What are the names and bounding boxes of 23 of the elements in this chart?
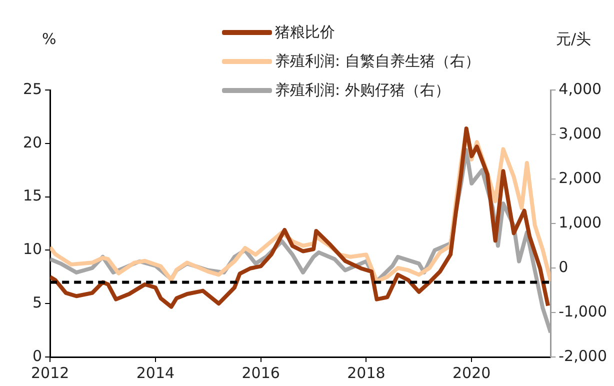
legend-label: 养殖利润: 外购仔猪（右） xyxy=(275,81,450,100)
legend-label: 猪粮比价 xyxy=(275,23,335,42)
x-tick-label: 2018 xyxy=(347,364,386,382)
y-tick-label: 10 xyxy=(22,240,42,258)
y2-tick-label: 4,000 xyxy=(558,80,602,98)
y2-tick-label: -1,000 xyxy=(558,302,608,320)
y2-tick-label: 3,000 xyxy=(558,124,602,142)
y-tick-label: 20 xyxy=(22,133,42,152)
legend-label: 养殖利润: 自繁自养生猪（右） xyxy=(275,52,480,71)
y-tick-label: 25 xyxy=(22,80,42,98)
y2-tick-label: 2,000 xyxy=(558,168,602,187)
x-tick-label: 2016 xyxy=(242,364,280,382)
y2-axis-title: 元/头 xyxy=(556,30,592,49)
y-tick-label: 5 xyxy=(32,293,42,312)
y-tick-label: 15 xyxy=(22,186,42,205)
x-tick-label: 2012 xyxy=(30,364,70,382)
x-tick-label: 2020 xyxy=(452,364,491,382)
y2-tick-label: 1,000 xyxy=(558,213,602,232)
y-axis-title: % xyxy=(42,30,56,48)
y-tick-label: 0 xyxy=(32,346,42,365)
x-tick-label: 2014 xyxy=(136,364,175,382)
y2-tick-label: -2,000 xyxy=(558,346,608,365)
y2-tick-label: 0 xyxy=(558,258,568,276)
